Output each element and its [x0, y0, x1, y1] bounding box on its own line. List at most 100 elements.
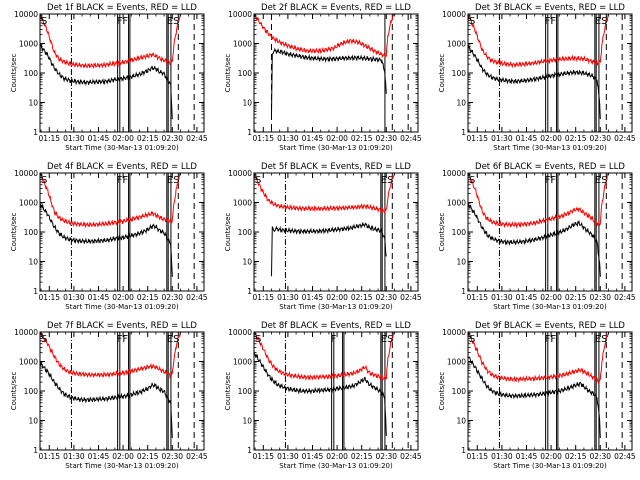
x-tick-label: 02:45 [400, 452, 422, 461]
y-tick-label: 1 [247, 287, 252, 296]
y-tick-label: 1000 [447, 40, 466, 49]
series-line-lld [40, 14, 181, 70]
series-line-events [468, 356, 601, 438]
x-tick-label: 01:30 [277, 134, 299, 143]
y-tick-label: 10000 [14, 169, 38, 178]
x-tick-label: 02:15 [565, 293, 587, 302]
y-axis-label: Counts/sec [10, 54, 18, 93]
x-tick-label: 02:45 [186, 134, 208, 143]
x-tick-label: 02:15 [137, 134, 159, 143]
x-axis-label: Start Time (30-Mar-13 01:09:20) [65, 462, 179, 470]
panel-title: Det 6f BLACK = Events, RED = LLD [475, 162, 625, 172]
series-group [40, 332, 181, 438]
series-line-events [271, 47, 387, 115]
y-tick-label: 10 [456, 99, 466, 108]
x-tick-label: 02:30 [589, 452, 611, 461]
y-tick-label: 100 [238, 387, 253, 396]
flag-label-right: ES [381, 334, 394, 345]
x-tick-label: 01:45 [516, 293, 538, 302]
y-tick-label: 1000 [447, 199, 466, 208]
flag-label-left: S [469, 16, 475, 27]
series-group [468, 14, 609, 120]
series-line-lld [254, 332, 395, 381]
series-line-lld [40, 332, 181, 379]
y-tick-label: 10000 [442, 169, 466, 178]
x-tick-label: 02:00 [540, 134, 562, 143]
y-axis-label: Counts/sec [438, 372, 446, 411]
series-group [40, 173, 181, 277]
x-tick-label: 02:30 [375, 293, 397, 302]
y-tick-label: 10000 [228, 169, 252, 178]
panel-det-4f: Det 4f BLACK = Events, RED = LLD 1 10 100 10… [10, 162, 208, 311]
series-group [468, 332, 609, 438]
panel-title: Det 2f BLACK = Events, RED = LLD [261, 3, 411, 13]
y-axis-label: Counts/sec [224, 213, 232, 252]
x-tick-label: 02:15 [565, 134, 587, 143]
panel-det-7f: Det 7f BLACK = Events, RED = LLD 1 10 100 10… [10, 321, 208, 470]
panel-title: Det 8f BLACK = Events, RED = LLD [261, 321, 411, 331]
panel-det-3f: Det 3f BLACK = Events, RED = LLD 1 10 100 10… [438, 3, 636, 152]
series-line-lld [40, 173, 181, 229]
flag-label-mid: FF [117, 175, 129, 186]
y-tick-label: 100 [452, 69, 467, 78]
series-group [254, 332, 395, 436]
series-line-events [468, 201, 601, 277]
panel-title: Det 9f BLACK = Events, RED = LLD [475, 321, 625, 331]
x-tick-label: 01:15 [38, 452, 60, 461]
flag-label-left: S [255, 334, 261, 345]
y-tick-label: 1 [33, 446, 38, 455]
x-tick-label: 02:15 [351, 293, 373, 302]
y-tick-label: 1 [33, 287, 38, 296]
x-tick-label: 02:30 [589, 134, 611, 143]
y-tick-label: 1000 [19, 40, 38, 49]
series-line-events [40, 361, 173, 438]
flag-label-mid: FF [545, 175, 557, 186]
x-tick-label: 02:30 [161, 452, 183, 461]
x-tick-label: 02:00 [326, 452, 348, 461]
series-group [40, 14, 181, 120]
x-tick-label: 02:30 [161, 134, 183, 143]
y-tick-label: 10 [456, 258, 466, 267]
y-tick-label: 1 [461, 446, 466, 455]
y-tick-label: 10000 [442, 328, 466, 337]
y-axis-label: Counts/sec [438, 54, 446, 93]
x-tick-label: 02:00 [326, 293, 348, 302]
x-tick-label: 01:15 [38, 134, 60, 143]
y-tick-label: 1000 [233, 358, 252, 367]
y-tick-label: 10 [456, 417, 466, 426]
x-tick-label: 02:45 [614, 134, 636, 143]
y-tick-label: 100 [452, 387, 467, 396]
y-axis-label: Counts/sec [224, 54, 232, 93]
series-line-lld [468, 14, 609, 69]
flag-label-left: S [41, 334, 47, 345]
flag-label-right: ES [595, 175, 608, 186]
y-tick-label: 10000 [228, 328, 252, 337]
x-tick-label: 02:30 [161, 293, 183, 302]
flag-label-left: S [41, 175, 47, 186]
y-tick-label: 1 [247, 128, 252, 137]
series-line-events [40, 203, 173, 277]
panel-det-8f: Det 8f BLACK = Events, RED = LLD 1 10 100 10… [224, 321, 422, 470]
x-tick-label: 01:15 [38, 293, 60, 302]
y-tick-label: 1000 [19, 199, 38, 208]
flag-label-left: S [469, 175, 475, 186]
y-tick-label: 10 [242, 258, 252, 267]
series-line-events [40, 43, 173, 120]
x-tick-label: 02:45 [400, 293, 422, 302]
panel-det-6f: Det 6f BLACK = Events, RED = LLD 1 10 100 10… [438, 162, 636, 311]
x-tick-label: 01:45 [88, 452, 110, 461]
x-axis-label: Start Time (30-Mar-13 01:09:20) [279, 144, 393, 152]
x-tick-label: 02:45 [614, 452, 636, 461]
series-line-lld [468, 173, 609, 229]
x-tick-label: 01:30 [63, 293, 85, 302]
y-tick-label: 1 [247, 446, 252, 455]
flag-label-mid: FF [545, 16, 557, 27]
y-tick-label: 100 [238, 69, 253, 78]
y-tick-label: 10 [242, 99, 252, 108]
x-tick-label: 01:30 [491, 293, 513, 302]
y-tick-label: 100 [452, 228, 467, 237]
x-tick-label: 01:15 [466, 452, 488, 461]
x-tick-label: 01:45 [302, 134, 324, 143]
y-tick-label: 10000 [228, 10, 252, 19]
